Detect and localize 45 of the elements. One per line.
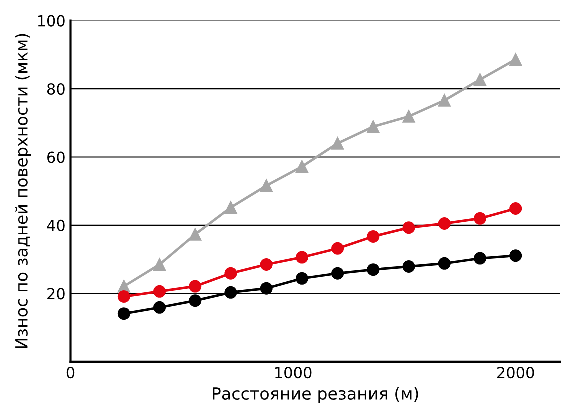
y-tick-label: 80 (47, 83, 65, 96)
x-axis-title: Расстояние резания (м) (213, 387, 418, 404)
y-tick-label: 60 (48, 152, 65, 164)
point (474, 252, 486, 265)
point (510, 250, 522, 262)
point (224, 267, 238, 280)
point (474, 212, 486, 225)
point (296, 160, 308, 174)
point (189, 280, 202, 293)
point (154, 285, 166, 298)
point (332, 242, 344, 255)
point (296, 251, 308, 264)
point (438, 257, 451, 270)
point (510, 53, 522, 66)
y-tick-label: 100 (38, 15, 65, 27)
point (402, 260, 416, 273)
point (510, 202, 522, 216)
point (118, 290, 130, 304)
point (154, 301, 166, 314)
point (402, 222, 416, 234)
point (402, 110, 416, 123)
point (367, 230, 380, 243)
x-tick-label: 1000 (276, 367, 312, 379)
point (474, 74, 486, 86)
point (438, 94, 451, 107)
y-axis-title: Износ по задней поверхности (мкм) (15, 34, 32, 348)
x-tick-label: 0 (66, 367, 75, 379)
point (367, 120, 380, 134)
point (260, 180, 273, 192)
y-tick-label: 20 (48, 288, 65, 300)
point (296, 272, 308, 285)
point (118, 308, 130, 320)
point (224, 201, 238, 214)
point (224, 286, 238, 299)
point (154, 258, 166, 271)
point (367, 264, 380, 276)
point (332, 267, 344, 280)
point (260, 282, 273, 295)
y-tick-label: 40 (47, 220, 65, 232)
point (260, 258, 273, 271)
point (332, 137, 344, 150)
point (189, 228, 202, 241)
point (189, 294, 202, 308)
point (438, 218, 451, 230)
x-tick-label: 2000 (498, 367, 534, 379)
